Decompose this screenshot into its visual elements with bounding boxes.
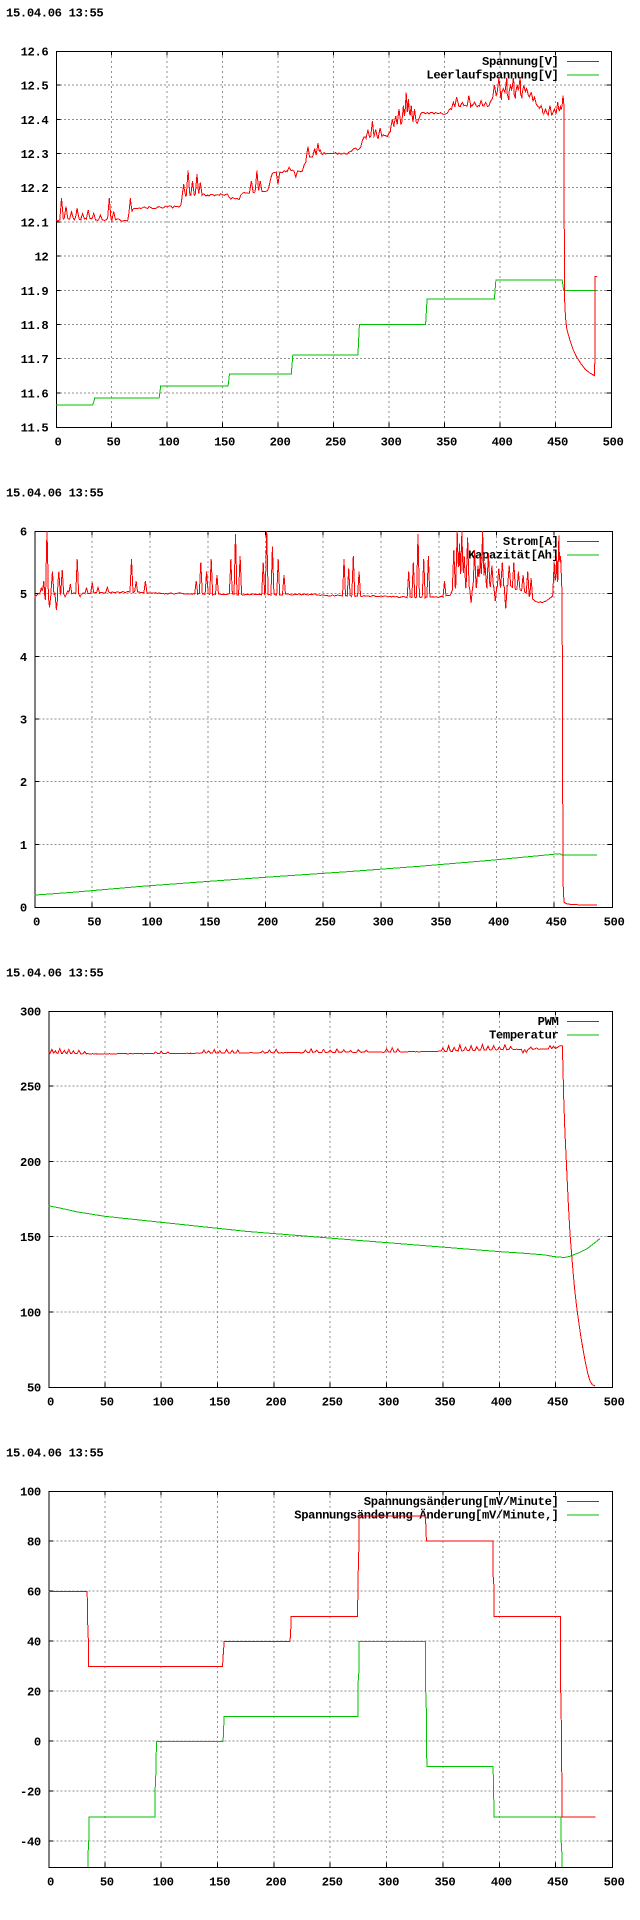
svg-text:450: 450 [547,1876,568,1890]
svg-text:100: 100 [20,1486,41,1500]
svg-text:100: 100 [20,1306,41,1320]
svg-text:350: 350 [434,1396,455,1410]
svg-text:Spannungsänderung[mV/Minute]: Spannungsänderung[mV/Minute] [364,1495,559,1509]
svg-text:5: 5 [20,588,27,602]
svg-text:450: 450 [547,436,568,450]
svg-text:12: 12 [34,251,48,265]
svg-text:450: 450 [547,1396,568,1410]
svg-text:500: 500 [604,1396,625,1410]
svg-text:12.6: 12.6 [21,46,49,60]
svg-text:250: 250 [322,1396,343,1410]
svg-text:6: 6 [20,526,27,540]
svg-text:500: 500 [603,436,624,450]
svg-text:400: 400 [491,1396,512,1410]
svg-text:200: 200 [257,916,278,930]
svg-text:-40: -40 [20,1836,41,1850]
svg-text:0: 0 [47,1396,54,1410]
svg-text:0: 0 [47,1876,54,1890]
svg-text:15.04.06 13:55: 15.04.06 13:55 [6,1447,103,1461]
svg-text:15.04.06 13:55: 15.04.06 13:55 [6,967,103,981]
svg-text:0: 0 [20,902,27,916]
svg-text:300: 300 [378,1396,399,1410]
svg-text:11.6: 11.6 [21,387,49,401]
svg-text:12.1: 12.1 [21,216,49,230]
svg-text:40: 40 [27,1636,41,1650]
svg-text:11.9: 11.9 [21,285,49,299]
svg-text:300: 300 [381,436,402,450]
svg-text:100: 100 [142,916,163,930]
svg-text:0: 0 [34,1736,41,1750]
svg-text:12.5: 12.5 [21,80,49,94]
svg-text:200: 200 [270,436,291,450]
svg-text:500: 500 [604,1876,625,1890]
svg-text:200: 200 [20,1156,41,1170]
svg-text:500: 500 [604,916,625,930]
svg-text:-20: -20 [20,1786,41,1800]
svg-text:60: 60 [27,1586,41,1600]
svg-text:0: 0 [33,916,40,930]
svg-text:150: 150 [214,436,235,450]
svg-text:11.5: 11.5 [21,422,49,436]
svg-text:Strom[A]: Strom[A] [503,535,559,549]
svg-text:80: 80 [27,1536,41,1550]
svg-text:PWM: PWM [538,1015,559,1029]
svg-text:Spannung[V]: Spannung[V] [482,55,559,69]
svg-text:150: 150 [209,1396,230,1410]
svg-text:15.04.06 13:55: 15.04.06 13:55 [6,7,103,21]
svg-text:50: 50 [87,916,101,930]
svg-text:Temperatur: Temperatur [489,1029,559,1043]
svg-text:200: 200 [265,1876,286,1890]
svg-text:3: 3 [20,714,27,728]
svg-text:350: 350 [436,436,457,450]
svg-text:350: 350 [434,1876,455,1890]
svg-text:150: 150 [199,916,220,930]
svg-text:200: 200 [265,1396,286,1410]
svg-text:400: 400 [488,916,509,930]
svg-text:11.8: 11.8 [21,319,49,333]
svg-text:4: 4 [20,651,27,665]
svg-text:100: 100 [159,436,180,450]
svg-text:250: 250 [322,1876,343,1890]
svg-text:400: 400 [491,1876,512,1890]
svg-text:300: 300 [378,1876,399,1890]
svg-text:250: 250 [20,1081,41,1095]
svg-text:Kapazität[Ah]: Kapazität[Ah] [468,549,558,563]
svg-text:15.04.06 13:55: 15.04.06 13:55 [6,487,103,501]
svg-text:100: 100 [153,1876,174,1890]
svg-text:400: 400 [492,436,513,450]
svg-text:100: 100 [153,1396,174,1410]
svg-text:2: 2 [20,776,27,790]
svg-text:12.4: 12.4 [21,114,49,128]
svg-text:350: 350 [430,916,451,930]
svg-text:Spannungsänderung Änderung[mV/: Spannungsänderung Änderung[mV/Minute‚] [294,1508,558,1523]
svg-text:300: 300 [373,916,394,930]
svg-text:450: 450 [546,916,567,930]
svg-text:50: 50 [27,1382,41,1396]
svg-text:50: 50 [107,436,121,450]
svg-text:150: 150 [209,1876,230,1890]
svg-text:20: 20 [27,1686,41,1700]
svg-text:11.7: 11.7 [21,353,49,367]
svg-text:300: 300 [20,1006,41,1020]
svg-text:150: 150 [20,1231,41,1245]
svg-text:12.2: 12.2 [21,182,49,196]
svg-text:250: 250 [315,916,336,930]
svg-text:Leerlaufspannung[V]: Leerlaufspannung[V] [426,69,558,83]
svg-text:50: 50 [100,1396,114,1410]
svg-text:12.3: 12.3 [21,148,49,162]
svg-text:1: 1 [20,839,27,853]
svg-text:50: 50 [100,1876,114,1890]
svg-text:0: 0 [55,436,62,450]
svg-text:250: 250 [325,436,346,450]
